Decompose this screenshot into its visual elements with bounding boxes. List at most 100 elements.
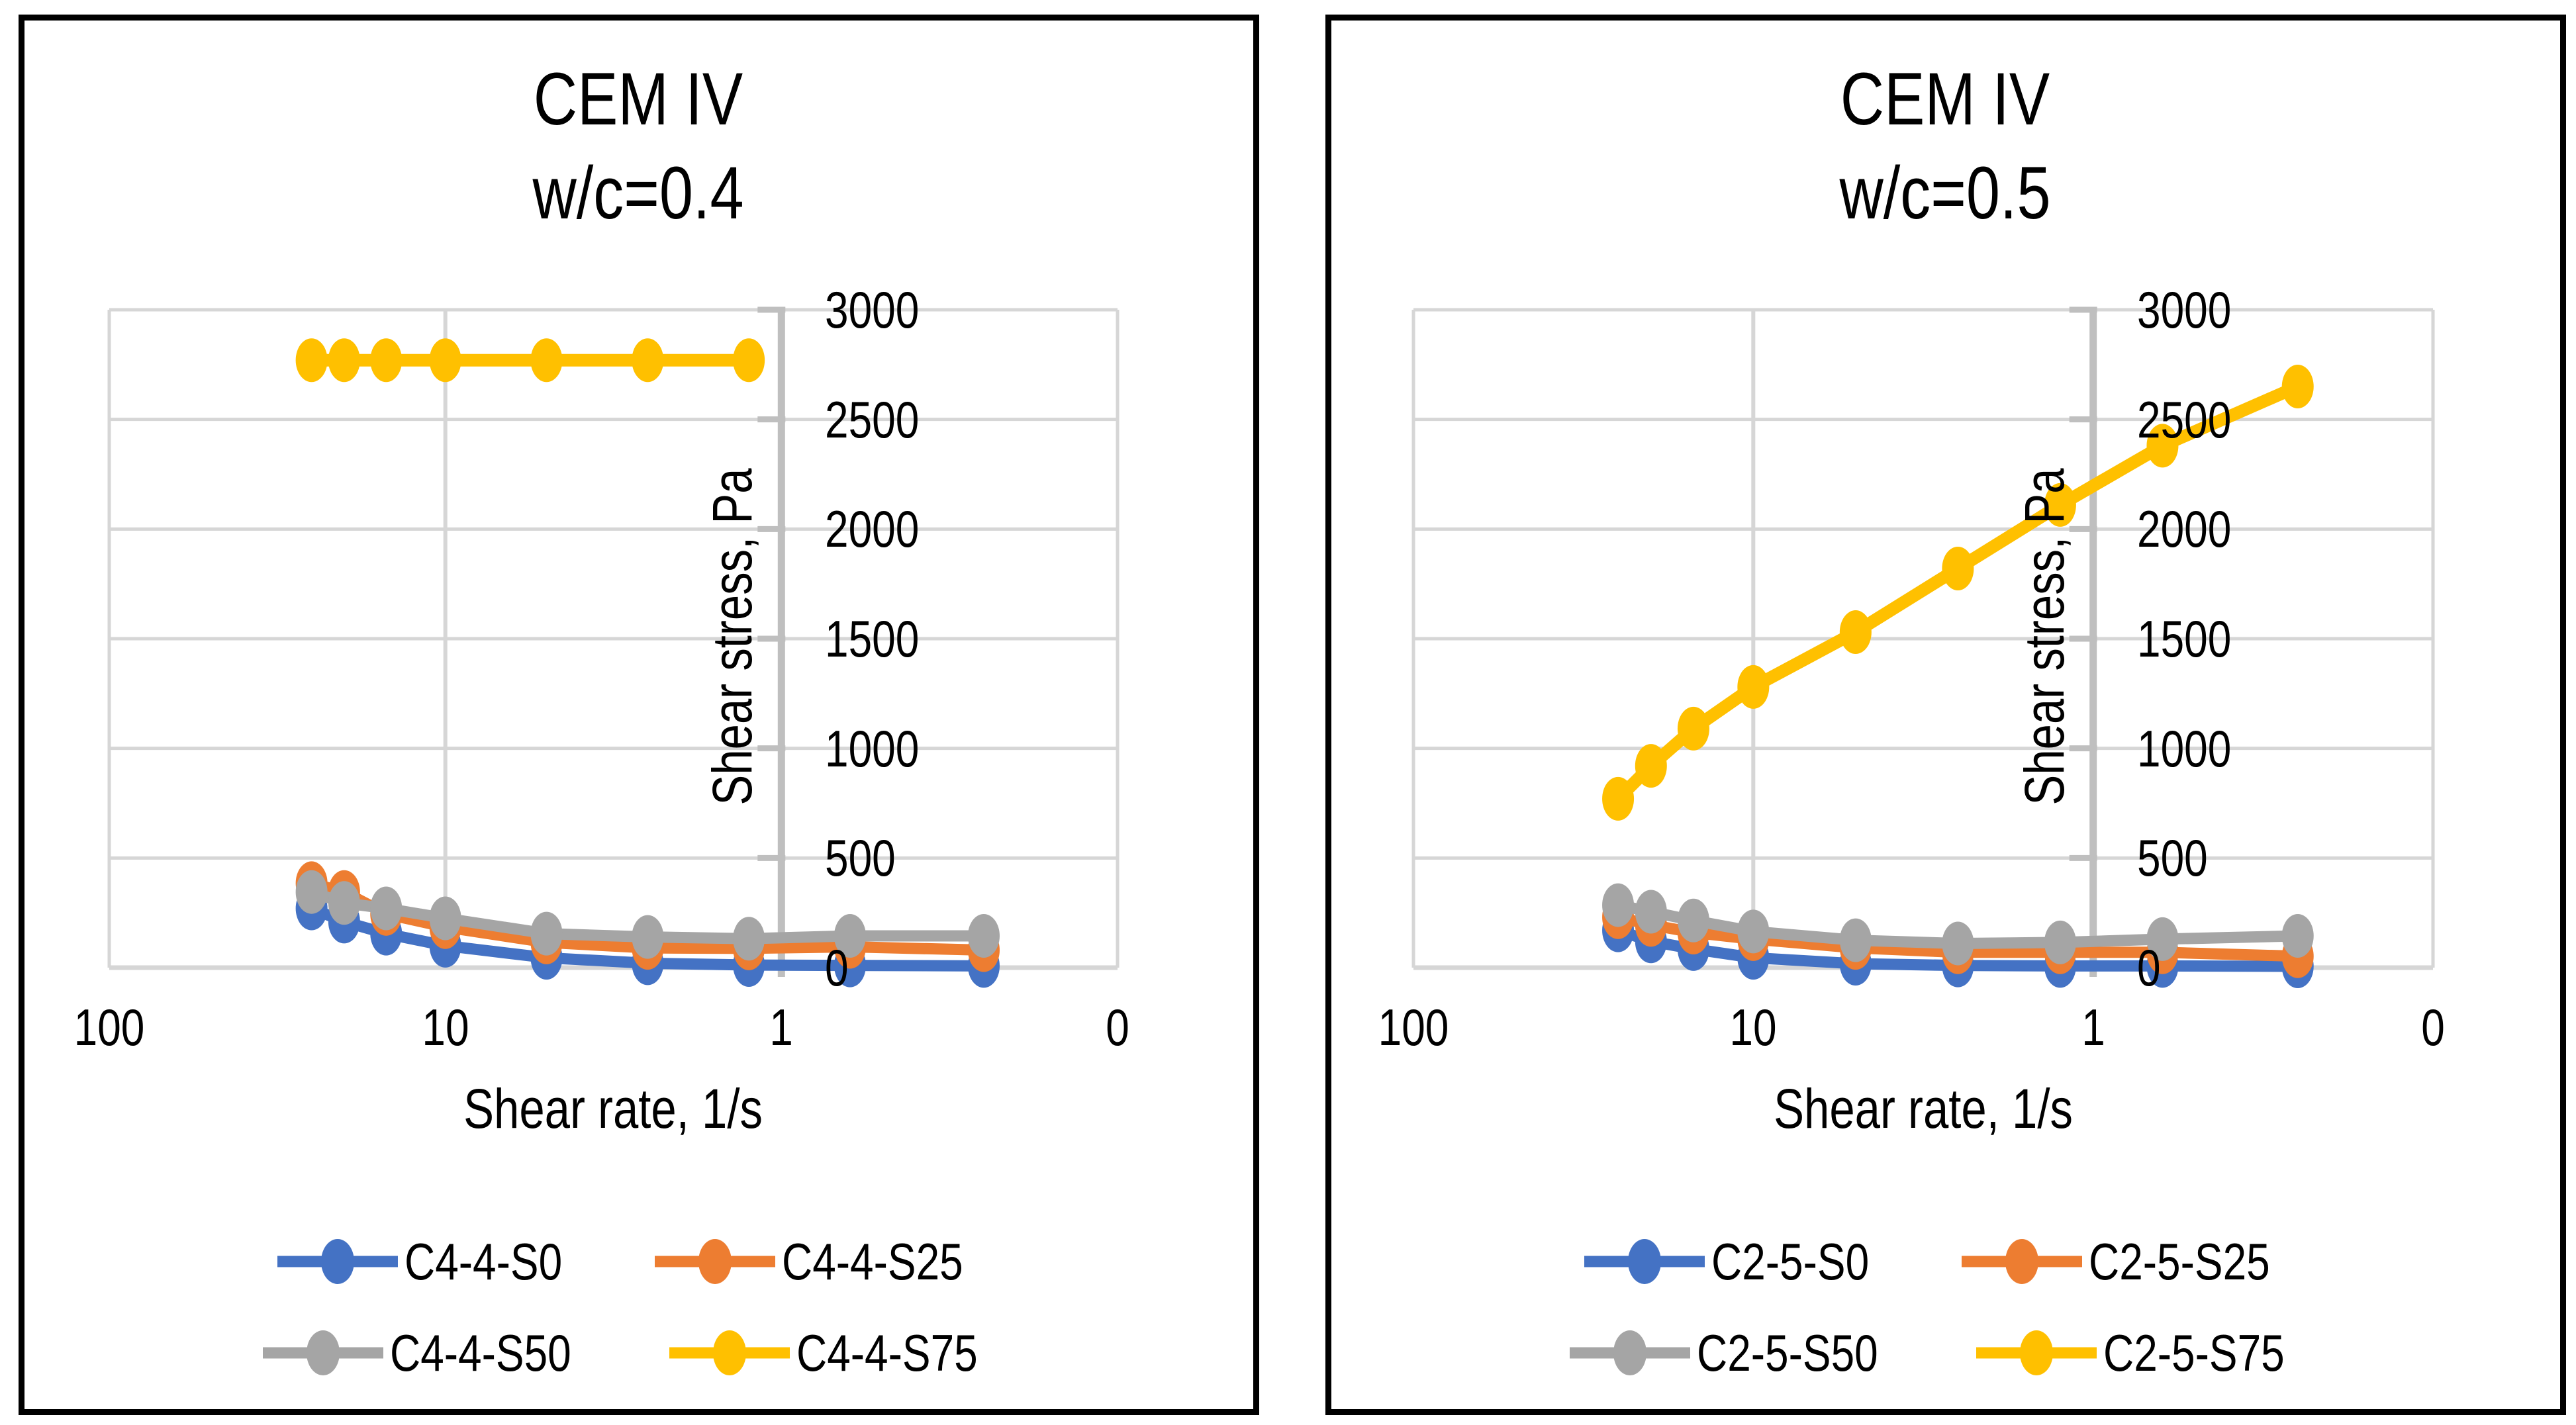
legend-label: C2-5-S25 — [2089, 1232, 2271, 1291]
data-point-marker-C2-5-S50 — [1677, 898, 1709, 942]
y-axis-tick-label: 3000 — [2137, 281, 2232, 339]
data-point-marker-C4-4-S50 — [632, 915, 664, 959]
y-axis-tick-label: 3000 — [825, 281, 920, 339]
legend-marker-icon — [1976, 1330, 2097, 1375]
x-axis-title: Shear rate, 1/s — [1774, 1078, 2073, 1140]
data-point-marker-C2-5-S50 — [1737, 909, 1770, 954]
legend-marker — [2005, 1239, 2039, 1284]
chart-panel-left — [19, 15, 1259, 1415]
x-axis-tick-label: 10 — [422, 998, 469, 1056]
data-point-marker-C4-4-S75 — [429, 338, 461, 383]
data-point-marker-C4-4-S50 — [328, 881, 360, 925]
legend-item: C4-4-S25 — [652, 1230, 1003, 1293]
legend-marker — [713, 1330, 746, 1375]
legend-marker — [2020, 1330, 2053, 1375]
legend-item: C2-5-S75 — [1974, 1321, 2324, 1385]
data-point-marker-C2-5-S50 — [1602, 883, 1635, 927]
legend-marker — [307, 1330, 340, 1375]
chart-title: CEM IV — [1840, 58, 2050, 140]
legend-label: C2-5-S50 — [1697, 1323, 1878, 1382]
legend-item: C4-4-S75 — [667, 1321, 1018, 1385]
y-axis-tick-label: 500 — [2137, 829, 2208, 888]
legend-label: C4-4-S25 — [782, 1232, 964, 1291]
data-point-marker-C4-4-S50 — [295, 870, 328, 914]
legend-item: C4-4-S50 — [260, 1321, 611, 1385]
data-point-marker-C4-4-S50 — [733, 917, 765, 961]
legend-label: C4-4-S50 — [390, 1323, 571, 1382]
data-point-marker-C4-4-S75 — [295, 338, 328, 383]
legend-marker — [320, 1239, 354, 1284]
y-axis-tick-label: 2500 — [2137, 390, 2232, 449]
y-axis-tick-label: 0 — [2137, 939, 2161, 997]
data-point-marker-C4-4-S75 — [530, 338, 563, 383]
data-point-marker-C4-4-S75 — [632, 338, 664, 383]
legend-label: C2-5-S75 — [2103, 1323, 2285, 1382]
y-axis-title: Shear stress, Pa — [701, 468, 763, 805]
data-point-marker-C2-5-S50 — [1839, 918, 1872, 962]
legend-marker-icon — [263, 1330, 384, 1375]
chart-subtitle: w/c=0.5 — [1839, 152, 2051, 234]
data-point-marker-C2-5-S75 — [1677, 706, 1709, 751]
y-axis-tick-label: 1000 — [825, 719, 920, 778]
legend-marker — [1613, 1330, 1647, 1375]
legend-item: C2-5-S50 — [1567, 1321, 1918, 1385]
x-axis-tick-label: 100 — [1378, 998, 1449, 1056]
y-axis-tick-label: 1000 — [2137, 719, 2232, 778]
legend-marker-icon — [669, 1330, 790, 1375]
legend-item: C2-5-S25 — [1959, 1230, 2310, 1293]
y-axis-tick-label: 2000 — [2137, 500, 2232, 559]
y-axis-title: Shear stress, Pa — [2013, 468, 2075, 805]
x-axis-tick-label: 1 — [769, 998, 794, 1056]
chart-panel-right — [1325, 15, 2566, 1415]
data-point-marker-C4-4-S75 — [370, 338, 403, 383]
y-axis-tick-label: 0 — [825, 939, 849, 997]
y-axis-tick-label: 2000 — [825, 500, 920, 559]
legend-row: C2-5-S0 C2-5-S25 — [1325, 1230, 2566, 1293]
y-axis-tick-label: 500 — [825, 829, 896, 888]
data-point-marker-C2-5-S75 — [1839, 610, 1872, 655]
legend-marker-icon — [1570, 1330, 1691, 1375]
legend-marker-icon — [1584, 1239, 1705, 1284]
chart-subtitle: w/c=0.4 — [532, 152, 744, 234]
x-axis-tick-label: 1 — [2081, 998, 2105, 1056]
data-point-marker-C2-5-S50 — [1942, 921, 1974, 966]
data-point-marker-C2-5-S75 — [2044, 483, 2076, 527]
data-point-marker-C2-5-S75 — [2146, 424, 2179, 468]
legend-row: C4-4-S50 C4-4-S75 — [19, 1321, 1259, 1385]
x-axis-tick-label: 100 — [73, 998, 145, 1056]
legend-marker — [1627, 1239, 1661, 1284]
x-axis-tick-label: 0 — [2421, 998, 2445, 1056]
legend-marker-icon — [1962, 1239, 2083, 1284]
legend-label: C4-4-S0 — [404, 1232, 563, 1291]
legend-row: C2-5-S50 C2-5-S75 — [1325, 1321, 2566, 1385]
y-axis-tick-label: 2500 — [825, 390, 920, 449]
data-point-marker-C4-4-S50 — [967, 913, 1000, 958]
data-point-marker-C2-5-S75 — [1737, 665, 1770, 709]
legend-marker-icon — [655, 1239, 776, 1284]
data-point-marker-C2-5-S50 — [1635, 890, 1667, 934]
legend-item: C2-5-S0 — [1582, 1230, 1903, 1293]
data-point-marker-C2-5-S50 — [2281, 913, 2314, 958]
data-point-marker-C4-4-S50 — [834, 913, 866, 958]
data-point-marker-C4-4-S50 — [429, 896, 461, 941]
data-point-marker-C2-5-S75 — [1602, 776, 1635, 821]
data-point-marker-C2-5-S50 — [2044, 920, 2076, 964]
legend-label: C4-4-S75 — [796, 1323, 978, 1382]
data-point-marker-C2-5-S75 — [1942, 546, 1974, 590]
y-axis-tick-label: 1500 — [825, 610, 920, 668]
data-point-marker-C4-4-S50 — [530, 911, 563, 956]
x-axis-tick-label: 0 — [1106, 998, 1129, 1056]
data-point-marker-C2-5-S75 — [2281, 364, 2314, 408]
data-point-marker-C2-5-S75 — [1635, 744, 1667, 788]
chart-title: CEM IV — [533, 58, 743, 140]
x-axis-tick-label: 10 — [1729, 998, 1777, 1056]
legend-row: C4-4-S0 C4-4-S25 — [19, 1230, 1259, 1293]
x-axis-title: Shear rate, 1/s — [463, 1078, 763, 1140]
data-point-marker-C4-4-S50 — [370, 886, 403, 931]
data-point-marker-C2-5-S50 — [2146, 917, 2179, 961]
legend-label: C2-5-S0 — [1711, 1232, 1870, 1291]
legend-marker — [698, 1239, 732, 1284]
y-axis-tick-label: 1500 — [2137, 610, 2232, 668]
